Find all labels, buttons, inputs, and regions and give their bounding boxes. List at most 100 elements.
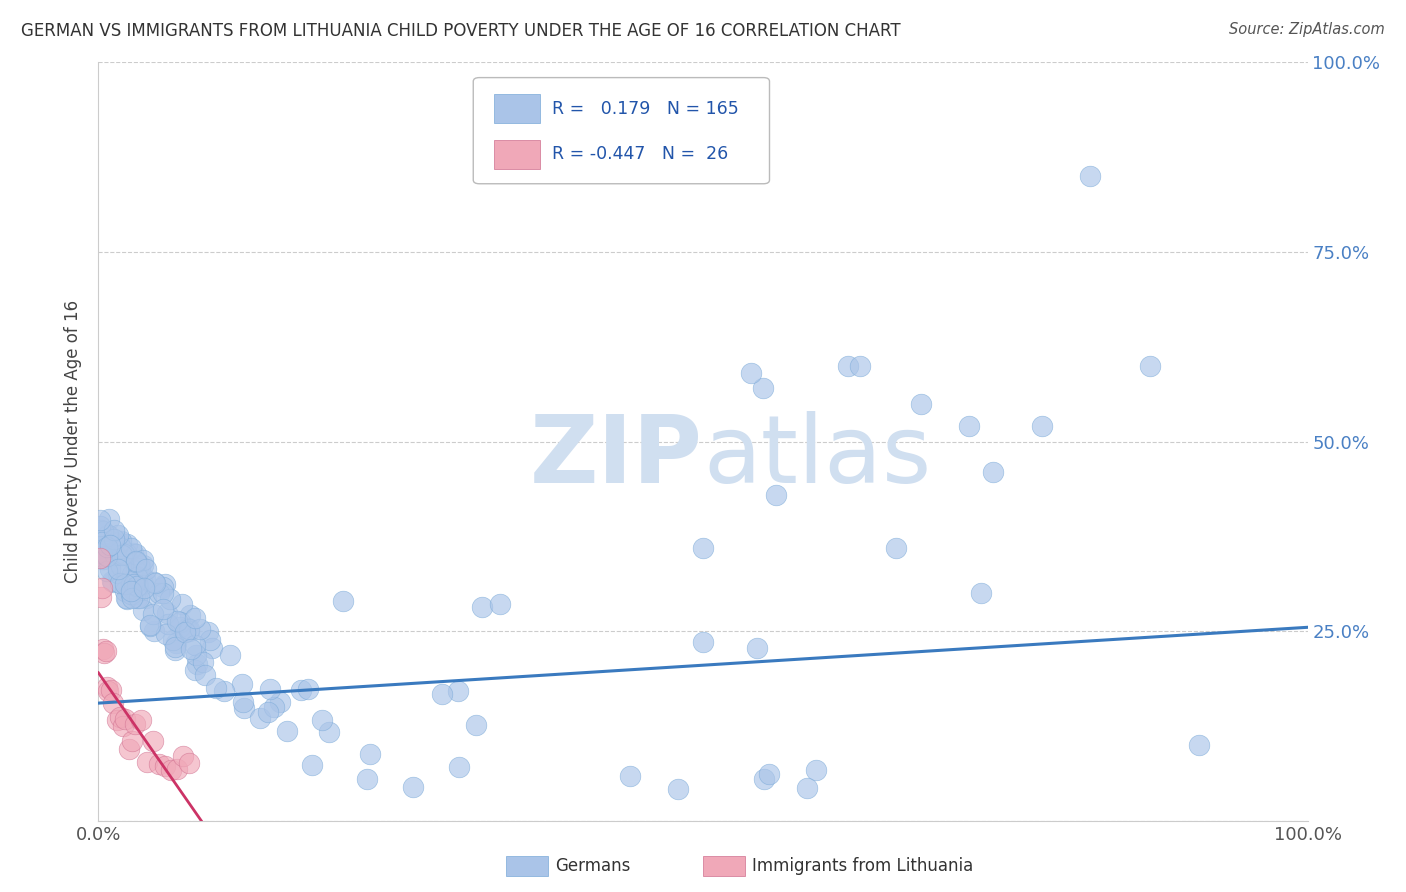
Point: [112, 547, 135, 561]
Point: [142, 734, 165, 748]
Point: [198, 632, 221, 647]
Point: [128, 591, 150, 605]
Point: [269, 695, 291, 709]
Text: atlas: atlas: [703, 410, 931, 503]
Point: [125, 548, 148, 562]
Point: [188, 622, 211, 636]
Point: [256, 705, 278, 719]
Point: [108, 576, 131, 591]
Point: [100, 561, 122, 575]
Point: [191, 655, 214, 669]
FancyBboxPatch shape: [494, 140, 540, 169]
Point: [91, 552, 114, 566]
Point: [430, 687, 453, 701]
Point: [232, 701, 254, 715]
Point: [159, 592, 181, 607]
Point: [105, 541, 128, 556]
Point: [160, 763, 183, 777]
Point: [143, 575, 166, 590]
Point: [359, 747, 381, 761]
Point: [125, 591, 148, 605]
Point: [115, 546, 138, 560]
Point: [169, 620, 191, 634]
Point: [232, 696, 254, 710]
Point: [489, 597, 512, 611]
Point: [290, 682, 312, 697]
Point: [96, 527, 118, 541]
Point: [837, 359, 859, 373]
Point: [447, 760, 470, 774]
Point: [301, 758, 323, 772]
Point: [166, 614, 188, 628]
Point: [1031, 419, 1053, 434]
Point: [101, 574, 124, 589]
Point: [332, 594, 354, 608]
Point: [752, 772, 775, 786]
Point: [101, 696, 124, 710]
Point: [155, 627, 177, 641]
Point: [115, 591, 138, 606]
Point: [115, 537, 138, 551]
Point: [134, 572, 156, 586]
Point: [108, 534, 131, 549]
Point: [124, 577, 146, 591]
Point: [172, 749, 194, 764]
Point: [219, 648, 242, 662]
Point: [179, 607, 201, 622]
Point: [184, 611, 207, 625]
Point: [447, 683, 470, 698]
Point: [249, 711, 271, 725]
Text: Germans: Germans: [555, 857, 631, 875]
Point: [103, 535, 125, 549]
Point: [120, 541, 142, 555]
Point: [96, 549, 118, 563]
Point: [124, 587, 146, 601]
Point: [172, 597, 194, 611]
Point: [184, 648, 207, 662]
Point: [197, 624, 219, 639]
Point: [139, 619, 162, 633]
Point: [107, 562, 129, 576]
Point: [186, 657, 208, 672]
Point: [98, 538, 121, 552]
Point: [152, 602, 174, 616]
Point: [90, 535, 112, 549]
Point: [96, 540, 118, 554]
Point: [166, 762, 188, 776]
Point: [752, 382, 775, 396]
Point: [89, 550, 111, 565]
Point: [194, 668, 217, 682]
Point: [139, 617, 162, 632]
Point: [91, 552, 114, 566]
Point: [120, 583, 142, 598]
Point: [103, 532, 125, 546]
Point: [132, 553, 155, 567]
Point: [103, 523, 125, 537]
Point: [124, 564, 146, 578]
Point: [91, 544, 114, 558]
Text: GERMAN VS IMMIGRANTS FROM LITHUANIA CHILD POVERTY UNDER THE AGE OF 16 CORRELATIO: GERMAN VS IMMIGRANTS FROM LITHUANIA CHIL…: [21, 22, 901, 40]
Point: [152, 586, 174, 600]
Point: [97, 527, 120, 541]
Point: [121, 591, 143, 606]
Point: [114, 712, 136, 726]
Point: [121, 581, 143, 595]
Point: [96, 680, 118, 694]
Point: [96, 548, 118, 562]
Point: [89, 536, 111, 550]
Point: [127, 578, 149, 592]
Point: [169, 615, 191, 630]
Point: [910, 396, 932, 410]
Point: [124, 717, 146, 731]
Point: [107, 528, 129, 542]
Text: ZIP: ZIP: [530, 410, 703, 503]
Point: [105, 714, 128, 728]
Point: [107, 566, 129, 580]
Point: [184, 638, 207, 652]
Point: [183, 663, 205, 677]
Point: [471, 600, 494, 615]
Text: R = -0.447   N =  26: R = -0.447 N = 26: [551, 145, 728, 163]
Point: [179, 622, 201, 636]
Point: [356, 772, 378, 787]
Point: [745, 641, 768, 656]
